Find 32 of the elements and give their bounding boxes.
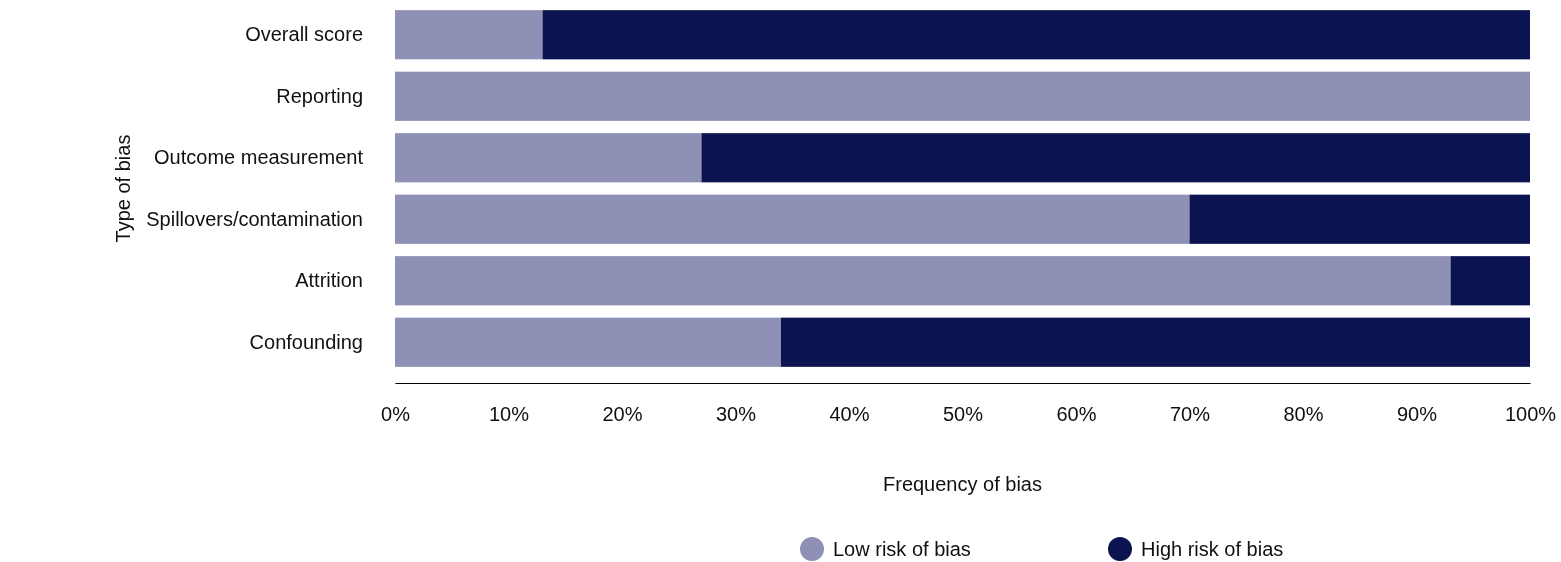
legend-label: High risk of bias: [1141, 538, 1284, 560]
bar: [780, 317, 1530, 367]
bar: [1189, 194, 1530, 244]
bar: [395, 10, 543, 60]
x-tick-label: 10%: [488, 403, 530, 426]
x-tick-label: 80%: [1283, 403, 1324, 426]
y-axis-title: Type of bias: [112, 134, 135, 243]
y-tick-label: Spillovers/contamination: [146, 207, 363, 230]
y-tick-label: Reporting: [276, 84, 363, 107]
x-tick-label: 20%: [602, 403, 643, 426]
y-tick-label: Overall score: [245, 23, 363, 46]
x-tick-label: 100%: [1504, 403, 1557, 426]
x-tick-label: 40%: [829, 403, 870, 426]
x-tick-label: 30%: [715, 403, 757, 426]
bar: [395, 194, 1190, 244]
bar: [395, 133, 702, 183]
x-tick-label: 70%: [1169, 403, 1211, 426]
bar: [542, 10, 1530, 60]
bar: [1450, 256, 1530, 306]
x-axis-title: Frequency of bias: [883, 473, 1042, 495]
y-tick-label: Confounding: [249, 330, 363, 353]
y-tick-label: Attrition: [295, 269, 363, 292]
x-tick-label: 60%: [1056, 403, 1097, 426]
bar: [701, 133, 1530, 183]
bar: [395, 71, 1530, 121]
x-tick-label: 90%: [1396, 403, 1438, 426]
y-tick-label: Outcome measurement: [154, 146, 364, 169]
legend-label: Low risk of bias: [833, 538, 971, 560]
bar: [395, 256, 1451, 306]
x-tick-label: 0%: [381, 403, 411, 426]
x-tick-label: 50%: [942, 403, 984, 426]
bar: [395, 317, 781, 367]
